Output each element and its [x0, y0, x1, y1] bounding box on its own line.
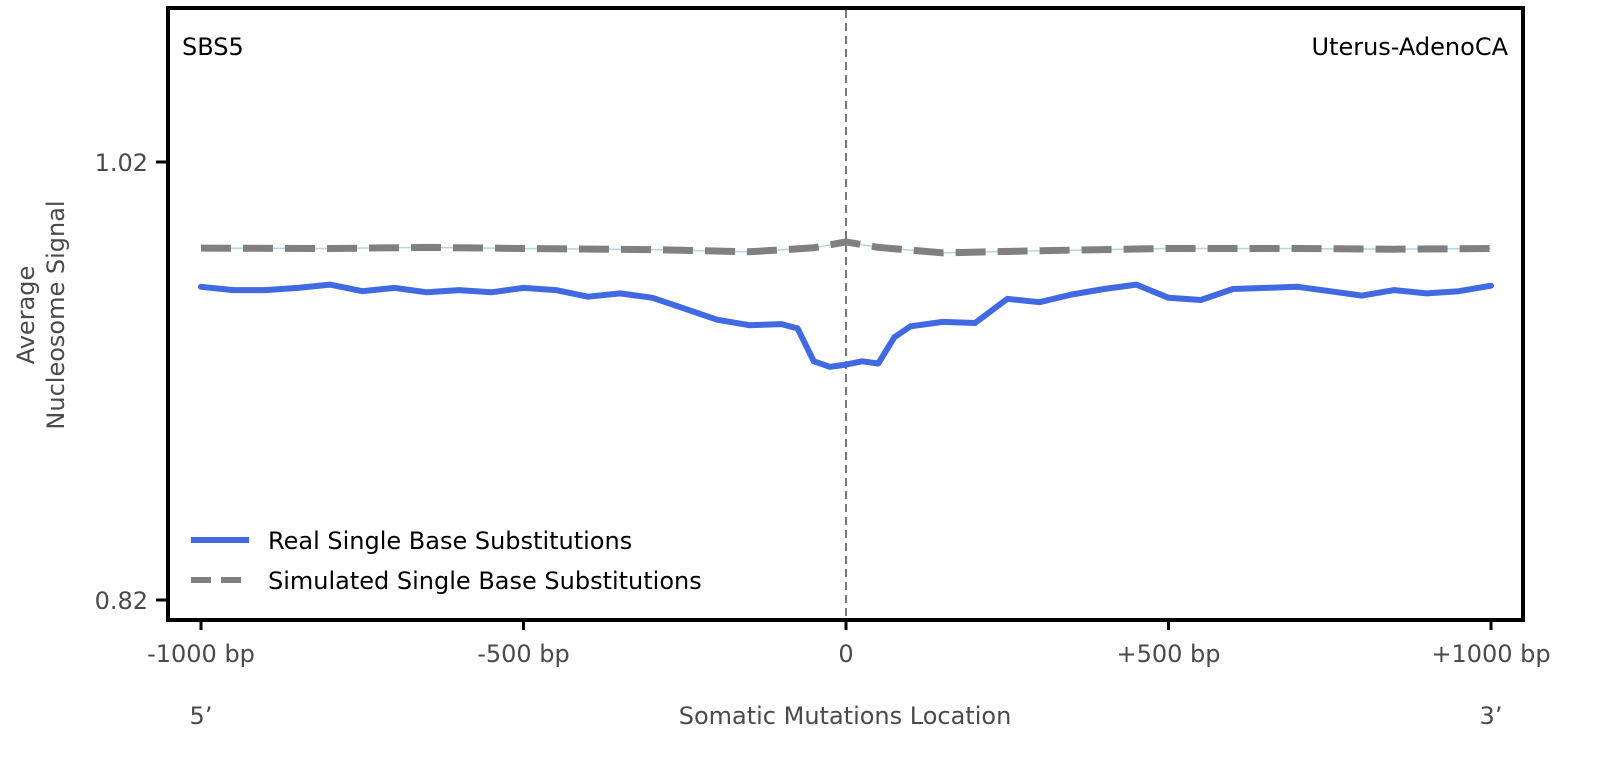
- x-tick-label: +500 bp: [1116, 640, 1220, 668]
- x-tick-label: +1000 bp: [1431, 640, 1550, 668]
- cancer-type-label: Uterus-AdenoCA: [1311, 33, 1508, 61]
- five-prime-label: 5’: [190, 702, 213, 730]
- series-line-simulated: [200, 238, 1492, 257]
- y-tick-label: 1.02: [95, 149, 148, 177]
- x-tick-label: -1000 bp: [147, 640, 255, 668]
- three-prime-label: 3’: [1480, 702, 1503, 730]
- legend-label-simulated: Simulated Single Base Substitutions: [268, 567, 702, 595]
- y-tick-label: 0.82: [95, 587, 148, 615]
- y-axis-label-line1: Average: [12, 266, 40, 365]
- series-line-real: [198, 281, 1494, 370]
- signature-label: SBS5: [182, 33, 244, 61]
- x-tick-label: -500 bp: [477, 640, 570, 668]
- x-tick-label: 0: [838, 640, 853, 668]
- x-axis-label: Somatic Mutations Location: [679, 702, 1012, 730]
- legend-label-real: Real Single Base Substitutions: [268, 527, 632, 555]
- y-axis-label-line2: Nucleosome Signal: [42, 200, 70, 429]
- legend: Real Single Base Substitutions Simulated…: [191, 527, 702, 595]
